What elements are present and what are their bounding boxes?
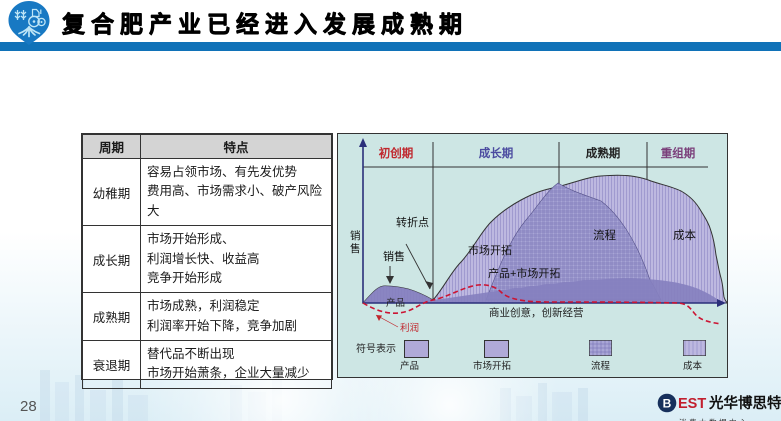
svg-text:转折点: 转折点 [396,215,429,229]
svg-text:成长期: 成长期 [479,146,514,160]
svg-text:产品: 产品 [386,297,405,309]
svg-text:成本: 成本 [673,228,696,242]
svg-text:成熟期: 成熟期 [586,146,621,160]
svg-text:市场开拓: 市场开拓 [468,243,512,257]
svg-text:利润: 利润 [400,322,419,334]
svg-text:销: 销 [350,229,361,242]
svg-text:EST: EST [678,396,706,412]
svg-text:光华博思特: 光华博思特 [708,394,781,412]
svg-text:流程: 流程 [593,228,616,242]
svg-text:初创期: 初创期 [379,146,414,160]
svg-text:商业创意，创新经营: 商业创意，创新经营 [489,306,584,319]
svg-text:售: 售 [350,242,361,255]
svg-text:销售: 销售 [383,249,405,263]
svg-text:产品+市场开拓: 产品+市场开拓 [488,266,560,280]
svg-text:B: B [663,397,672,411]
svg-text:重组期: 重组期 [661,146,696,160]
